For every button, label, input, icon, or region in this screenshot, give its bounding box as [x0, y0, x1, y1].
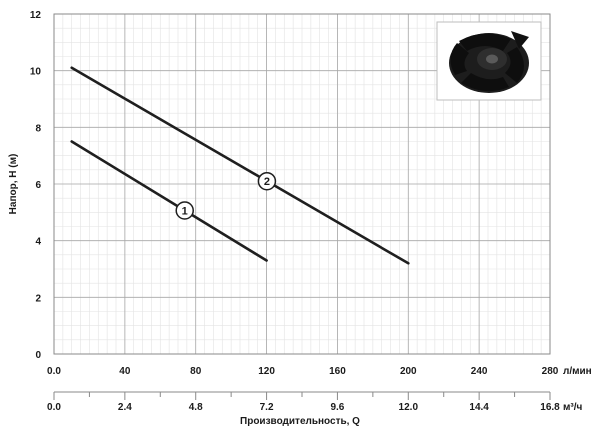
y-tick-label: 0	[35, 350, 41, 361]
series-label-2: 2	[264, 176, 270, 188]
series-label-circle-1	[175, 201, 194, 220]
x-tick-label-primary: 200	[400, 366, 417, 377]
x-tick-label-primary: 240	[471, 366, 488, 377]
y-tick-label: 4	[35, 237, 41, 248]
series-label-circle-2	[257, 171, 277, 191]
x-tick-label-secondary: 14.4	[469, 402, 489, 413]
y-tick-label: 6	[35, 180, 41, 191]
x-tick-label-primary: 0.0	[47, 366, 61, 377]
x-tick-label-secondary: 16.8	[540, 402, 560, 413]
x-tick-label-secondary: 0.0	[47, 402, 61, 413]
y-axis-title: Напор, H (м)	[8, 154, 19, 215]
series-line-1	[70, 140, 268, 262]
x-tick-label-secondary: 12.0	[399, 402, 419, 413]
y-tick-label: 2	[35, 293, 41, 304]
y-tick-label: 12	[30, 10, 42, 21]
x-secondary-unit: м³/ч	[563, 402, 583, 413]
x-tick-label-primary: 40	[119, 366, 131, 377]
x-tick-label-secondary: 2.4	[118, 402, 132, 413]
x-tick-label-secondary: 9.6	[330, 402, 344, 413]
y-tick-label: 10	[30, 67, 42, 78]
x-primary-unit: л/мин	[563, 366, 592, 377]
series-label-1: 1	[182, 206, 188, 218]
plot-frame	[53, 13, 551, 355]
series-line-2	[70, 66, 410, 265]
x-tick-label-secondary: 7.2	[260, 402, 274, 413]
x-tick-label-primary: 120	[258, 366, 275, 377]
series-labels: 12	[175, 171, 277, 220]
x-axis-title: Производительность, Q	[240, 416, 360, 427]
x-tick-label-primary: 280	[542, 366, 559, 377]
impeller-photo	[436, 21, 542, 101]
grid	[53, 13, 551, 355]
y-tick-label: 8	[35, 123, 41, 134]
x-tick-label-primary: 80	[190, 366, 202, 377]
series	[70, 66, 410, 265]
x-tick-label-primary: 160	[329, 366, 346, 377]
x-tick-label-secondary: 4.8	[189, 402, 203, 413]
